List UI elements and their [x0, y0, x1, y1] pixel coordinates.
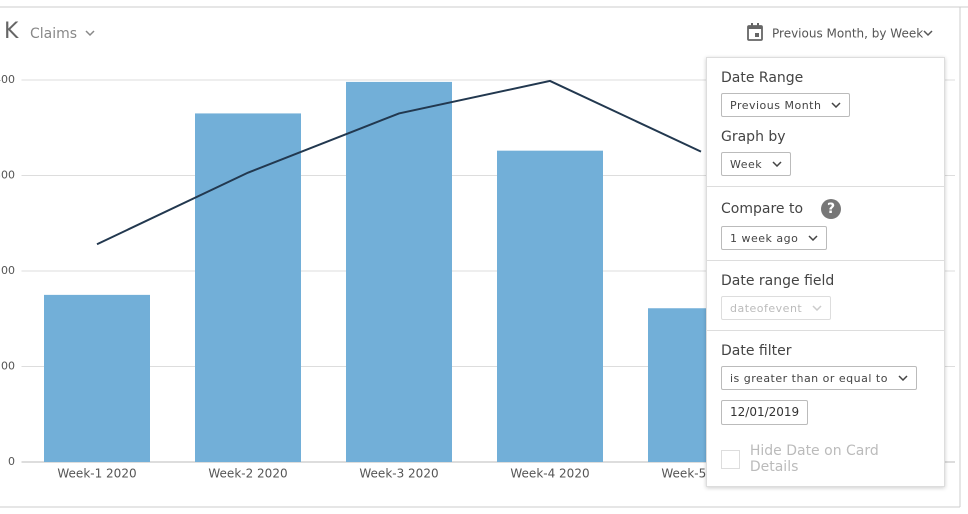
x-tick-label: Week-2 2020: [208, 467, 287, 481]
label: Date Range: [721, 70, 804, 86]
checkbox[interactable]: [721, 449, 740, 469]
label: Graph by: [721, 129, 786, 145]
card-title: K: [4, 19, 19, 44]
settings-panel: Date Range Previous Month Graph by Week …: [706, 57, 945, 487]
section: Date filter is greater than or equal to …: [707, 331, 944, 485]
y-tick-label: 0: [8, 455, 15, 468]
select: dateofevent: [721, 296, 832, 320]
select-value: Week: [730, 157, 763, 171]
help-icon[interactable]: ?: [821, 199, 842, 219]
y-tick-label: 400: [0, 73, 15, 86]
chevron: [812, 305, 822, 311]
range-button[interactable]: Previous Month, by Week: [772, 27, 923, 41]
select-value: dateofevent: [730, 301, 803, 315]
y-tick-label: 300: [0, 169, 15, 182]
chevron: [85, 30, 95, 37]
select[interactable]: Previous Month: [721, 93, 851, 117]
x-tick-label: Week-4 2020: [510, 467, 589, 481]
calendar-icon: [747, 23, 763, 41]
chevron: [772, 161, 782, 167]
dataset-select[interactable]: Claims: [30, 26, 77, 42]
bar: [497, 150, 603, 463]
select-value: is greater than or equal to: [730, 371, 888, 385]
date-input[interactable]: 12/01/2019: [721, 400, 809, 425]
checkbox-row: Hide Date on Card Details: [721, 443, 930, 475]
checkbox-label: Hide Date on Card Details: [749, 443, 879, 475]
select[interactable]: Week: [721, 152, 792, 176]
bar: [346, 81, 452, 462]
select-value: Previous Month: [730, 98, 822, 112]
chevron: [808, 235, 818, 241]
bar: [44, 294, 150, 462]
select[interactable]: 1 week ago: [721, 226, 828, 250]
chevron: [831, 102, 841, 108]
select[interactable]: is greater than or equal to: [721, 366, 917, 390]
x-tick-label: Week-3 2020: [359, 467, 438, 481]
label: Compare to?: [721, 199, 930, 219]
select-value: 1 week ago: [730, 231, 799, 245]
label: Date filter: [721, 343, 792, 359]
y-tick-label: 200: [0, 264, 15, 277]
chevron: [898, 375, 908, 381]
label-text: Compare to: [721, 201, 804, 217]
y-tick-label: 100: [0, 360, 15, 373]
line: [96, 79, 702, 246]
bar: [195, 113, 301, 463]
chevron: [923, 30, 933, 37]
label: Date range field: [721, 273, 835, 289]
x-tick-label: Week-1 2020: [57, 467, 136, 481]
